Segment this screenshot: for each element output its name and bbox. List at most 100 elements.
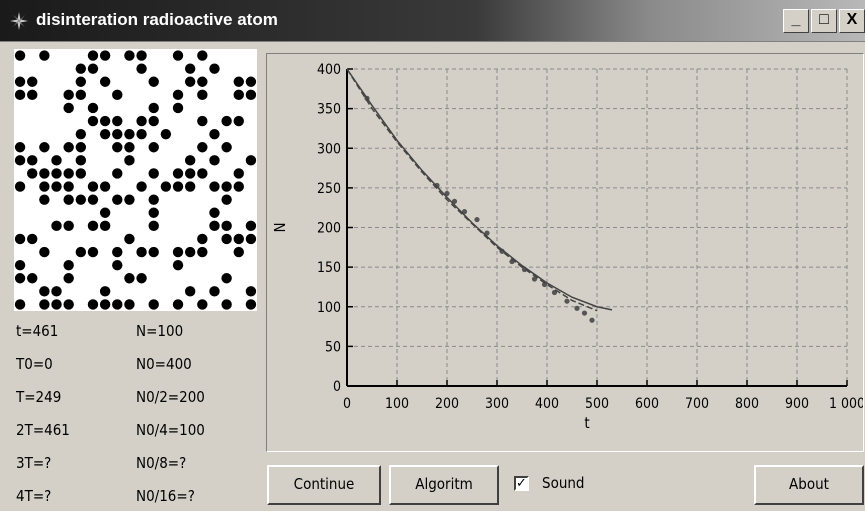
x-tick-label: 200 <box>435 396 459 412</box>
stat-half-life: T=249 <box>16 388 62 406</box>
atom-dot <box>221 194 232 205</box>
close-button[interactable]: X <box>839 9 865 33</box>
atom-dot <box>172 181 184 192</box>
data-point <box>574 305 580 311</box>
atom-dot <box>209 286 220 297</box>
atom-dot <box>245 89 257 101</box>
stat-t0: T0=0 <box>16 355 53 373</box>
atom-field <box>14 49 257 311</box>
atom-dot <box>51 181 62 192</box>
atom-dot <box>39 50 50 61</box>
y-tick-label: 350 <box>317 102 341 118</box>
atom-dot <box>14 76 26 87</box>
atom-dot <box>233 89 244 101</box>
maximize-icon: □ <box>819 11 829 28</box>
atom-dot <box>209 155 220 166</box>
algoritm-button[interactable]: Algoritm <box>389 465 499 505</box>
simulation-curve <box>346 68 598 312</box>
atom-dot <box>75 89 87 101</box>
atom-dot <box>99 115 111 127</box>
x-tick-label: 500 <box>585 396 609 412</box>
atom-dot <box>87 115 99 127</box>
stat-3t: 3T=? <box>16 454 52 472</box>
atom-dot <box>172 259 184 271</box>
atom-dot <box>245 233 257 245</box>
atom-dot <box>184 168 196 179</box>
data-point <box>541 281 548 288</box>
atom-dot <box>75 128 87 140</box>
x-tick-label: 1 000 <box>829 396 863 412</box>
atom-dot <box>221 299 232 310</box>
y-tick-label: 0 <box>333 379 341 395</box>
stat-t: t=461 <box>16 322 59 340</box>
atom-dot <box>233 246 244 258</box>
atom-dot <box>124 155 135 166</box>
stat-4t: 4T=? <box>16 487 52 505</box>
atom-dot <box>197 76 208 87</box>
about-button[interactable]: About <box>754 465 864 505</box>
atom-dot <box>184 286 196 297</box>
atom-dot <box>112 142 123 153</box>
atom-dot <box>14 233 26 245</box>
decay-chart: 0 100 200 300 400 500 600 700 800 900 1 000 0 50 100 1… <box>271 62 863 432</box>
atom-dot <box>51 299 62 310</box>
y-tick-label: 150 <box>317 260 341 276</box>
atom-dot <box>112 128 123 140</box>
atom-dot <box>112 89 123 101</box>
x-tick-label: 300 <box>485 396 509 412</box>
atom-dot <box>209 63 220 74</box>
atom-dot <box>148 246 159 258</box>
y-tick-label: 300 <box>317 141 341 157</box>
atom-dot <box>197 246 208 258</box>
minimize-button[interactable]: _ <box>783 9 809 33</box>
atom-dot <box>233 115 244 127</box>
atom-dot <box>197 168 208 179</box>
atom-dot <box>39 168 50 179</box>
atom-dot <box>245 299 257 310</box>
atom-dot <box>112 259 123 271</box>
atom-dot <box>14 142 26 153</box>
atom-dot <box>63 259 74 271</box>
atom-dot <box>14 89 26 101</box>
maximize-button[interactable]: □ <box>811 9 837 33</box>
atom-dot <box>136 273 147 284</box>
atom-dot <box>87 299 99 310</box>
continue-button[interactable]: Continue <box>267 465 381 505</box>
x-tick-label: 900 <box>785 396 809 412</box>
y-tick-label: 100 <box>317 300 341 316</box>
atom-dot <box>209 181 220 192</box>
stat-n0-half: N0/2=200 <box>136 388 205 406</box>
atom-dot <box>39 142 50 153</box>
atom-dot <box>209 220 220 232</box>
data-point <box>444 190 450 197</box>
atom-dot <box>245 155 257 166</box>
atom-dot <box>221 233 232 245</box>
atom-dot <box>99 220 111 232</box>
atom-dot <box>233 233 244 245</box>
atom-dot <box>87 246 99 258</box>
atom-dot <box>14 155 26 166</box>
atom-dot <box>184 76 196 87</box>
y-tick-label: 200 <box>317 221 341 237</box>
stat-n0-eighth: N0/8=? <box>136 454 187 472</box>
atom-dot <box>87 181 99 192</box>
atom-dot <box>63 220 74 232</box>
atom-dot <box>136 246 147 258</box>
atom-dot <box>136 128 147 140</box>
atom-dot <box>172 50 184 61</box>
atom-dot <box>221 115 232 127</box>
atom-dot <box>75 142 87 153</box>
atom-dot <box>112 168 123 179</box>
atom-dot <box>124 299 135 310</box>
atom-dot <box>172 168 184 179</box>
atom-dot <box>209 207 220 218</box>
atom-dot <box>27 273 38 284</box>
atom-dot <box>245 76 257 87</box>
atom-dot <box>112 299 123 310</box>
atom-dot <box>27 155 38 166</box>
y-tick-label: 50 <box>325 339 341 355</box>
atom-dot <box>112 246 123 258</box>
sound-checkbox-box[interactable]: ✓ <box>514 476 529 491</box>
atom-dot <box>63 273 74 284</box>
atom-dot <box>75 246 87 258</box>
